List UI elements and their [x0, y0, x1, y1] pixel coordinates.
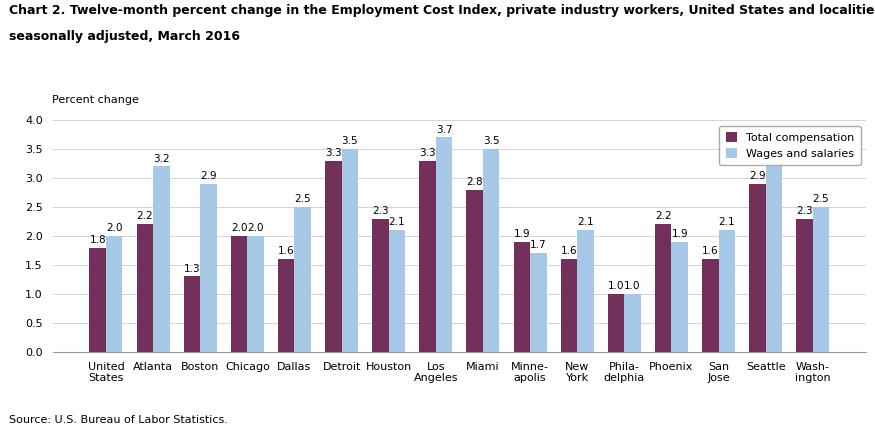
Text: 2.5: 2.5	[813, 194, 829, 204]
Bar	[671, 242, 688, 352]
Text: 2.3: 2.3	[372, 205, 388, 216]
Text: 2.8: 2.8	[466, 177, 483, 187]
Text: 2.5: 2.5	[294, 194, 311, 204]
Text: 2.1: 2.1	[718, 217, 735, 227]
Bar	[419, 161, 436, 352]
Bar	[766, 149, 782, 352]
Bar	[702, 259, 718, 352]
Bar	[796, 219, 813, 352]
Text: 3.3: 3.3	[325, 148, 341, 158]
Text: 1.6: 1.6	[702, 246, 718, 256]
Bar	[231, 236, 248, 352]
Text: 1.0: 1.0	[624, 281, 640, 291]
Bar	[813, 207, 829, 352]
Bar	[184, 277, 200, 352]
Bar	[514, 242, 530, 352]
Text: 2.0: 2.0	[106, 223, 123, 233]
Bar	[608, 294, 624, 352]
Text: 3.2: 3.2	[153, 154, 170, 163]
Text: 3.5: 3.5	[766, 136, 782, 146]
Bar	[483, 149, 500, 352]
Text: 1.9: 1.9	[514, 229, 530, 239]
Text: 3.7: 3.7	[436, 124, 452, 135]
Bar	[153, 166, 170, 352]
Bar	[624, 294, 640, 352]
Bar	[654, 224, 671, 352]
Legend: Total compensation, Wages and salaries: Total compensation, Wages and salaries	[719, 126, 861, 166]
Bar	[200, 184, 217, 352]
Bar	[561, 259, 578, 352]
Text: 3.5: 3.5	[483, 136, 500, 146]
Text: 2.3: 2.3	[796, 205, 813, 216]
Bar	[530, 253, 547, 352]
Text: 3.5: 3.5	[341, 136, 358, 146]
Bar	[436, 137, 452, 352]
Bar	[718, 230, 735, 352]
Text: 2.0: 2.0	[231, 223, 248, 233]
Text: Percent change: Percent change	[52, 95, 139, 105]
Bar	[278, 259, 295, 352]
Text: 3.3: 3.3	[419, 148, 436, 158]
Text: 1.8: 1.8	[89, 235, 106, 245]
Text: 1.3: 1.3	[184, 263, 200, 274]
Text: seasonally adjusted, March 2016: seasonally adjusted, March 2016	[9, 30, 240, 43]
Text: 1.7: 1.7	[530, 240, 547, 251]
Text: Source: U.S. Bureau of Labor Statistics.: Source: U.S. Bureau of Labor Statistics.	[9, 415, 228, 425]
Bar	[749, 184, 766, 352]
Bar	[466, 190, 483, 352]
Bar	[136, 224, 153, 352]
Text: 2.2: 2.2	[136, 211, 153, 221]
Bar	[341, 149, 358, 352]
Bar	[326, 161, 341, 352]
Text: 2.1: 2.1	[388, 217, 405, 227]
Bar	[106, 236, 123, 352]
Text: 1.9: 1.9	[671, 229, 688, 239]
Bar	[578, 230, 593, 352]
Text: 2.1: 2.1	[578, 217, 594, 227]
Text: 2.0: 2.0	[248, 223, 264, 233]
Text: 1.0: 1.0	[608, 281, 624, 291]
Bar	[248, 236, 264, 352]
Text: 1.6: 1.6	[278, 246, 295, 256]
Text: 2.9: 2.9	[200, 171, 217, 181]
Text: 1.6: 1.6	[561, 246, 578, 256]
Bar	[295, 207, 311, 352]
Bar	[89, 248, 106, 352]
Text: Chart 2. Twelve-month percent change in the Employment Cost Index, private indus: Chart 2. Twelve-month percent change in …	[9, 4, 875, 17]
Text: 2.2: 2.2	[654, 211, 671, 221]
Bar	[388, 230, 405, 352]
Bar	[372, 219, 388, 352]
Text: 2.9: 2.9	[749, 171, 766, 181]
